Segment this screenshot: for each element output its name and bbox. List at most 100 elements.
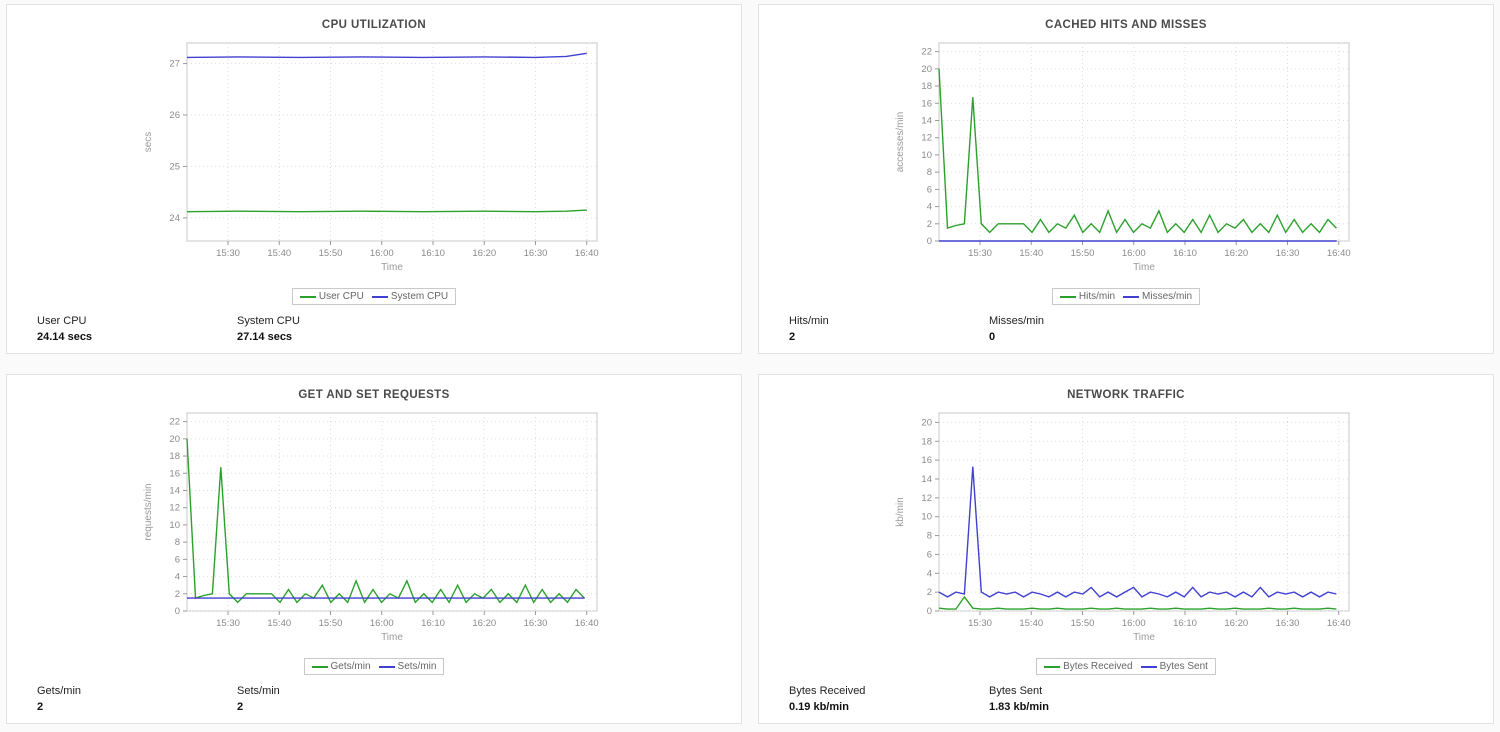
panel-title: CPU UTILIZATION xyxy=(321,19,427,31)
legend-item: Sets/min xyxy=(378,661,436,672)
panel-cpu-utilization: CPU UTILIZATION 24 25 26 27 15:30 15:40 15:50 1… xyxy=(6,4,742,354)
stats-row: Gets/min 2 Sets/min 2 xyxy=(37,685,437,713)
x-axis-label: Time xyxy=(1133,262,1155,273)
y-tick-label: 18 xyxy=(921,81,932,92)
y-tick-label: 12 xyxy=(169,503,180,514)
stat-value: 2 xyxy=(237,701,244,713)
chart-area: 24 25 26 27 15:30 15:40 15:50 16:00 16:10 16:20 16… xyxy=(7,33,741,305)
legend-item: System CPU xyxy=(371,291,449,302)
x-axis-label: Time xyxy=(381,632,403,643)
plot-area xyxy=(186,42,598,242)
chart-cached-hits-misses[interactable]: 0 2 4 6 8 10 12 14 16 18 20 22 15:30 15:40 15:50 16:00 1… xyxy=(889,33,1363,285)
stat-value: 1.83 kb/min xyxy=(989,701,1049,713)
series-line xyxy=(938,595,1337,610)
stat-label: Gets/min xyxy=(37,685,82,697)
y-tick-label: 4 xyxy=(927,568,932,579)
y-tick-label: 20 xyxy=(921,64,932,75)
stat-label: System CPU xyxy=(237,315,300,327)
x-tick-label: 15:40 xyxy=(267,618,291,629)
x-tick-label: 16:20 xyxy=(472,248,496,259)
x-tick-label: 15:50 xyxy=(1071,248,1095,259)
y-tick-label: 27 xyxy=(169,59,180,70)
y-tick-label: 12 xyxy=(921,133,932,144)
x-tick-label: 16:10 xyxy=(421,618,445,629)
y-tick-label: 20 xyxy=(921,417,932,428)
x-tick-label: 16:40 xyxy=(575,248,599,259)
y-tick-label: 18 xyxy=(921,436,932,447)
legend-item: Misses/min xyxy=(1123,291,1192,302)
stat-label: User CPU xyxy=(37,315,87,327)
legend-label: System CPU xyxy=(390,291,449,302)
y-tick-label: 24 xyxy=(169,213,180,224)
y-tick-label: 12 xyxy=(921,493,932,504)
y-tick-label: 0 xyxy=(927,606,932,617)
panel-network-traffic: NETWORK TRAFFIC 0 2 4 6 8 10 12 14 16 18 20 15:30 15… xyxy=(758,374,1494,724)
y-tick-label: 14 xyxy=(921,115,932,126)
y-tick-label: 10 xyxy=(921,512,932,523)
y-tick-label: 2 xyxy=(927,219,932,230)
y-tick-label: 14 xyxy=(921,474,932,485)
chart-canvas[interactable]: 0 2 4 6 8 10 12 14 16 18 20 22 15:30 15:40 15:50 16:00 1… xyxy=(137,403,611,655)
y-axis-label: accesses/min xyxy=(895,112,906,173)
panel-cached-hits-misses: CACHED HITS AND MISSES 0 2 4 6 8 10 12 14 16 18 20… xyxy=(758,4,1494,354)
legend-swatch xyxy=(299,295,316,298)
x-tick-label: 16:30 xyxy=(1276,618,1300,629)
y-tick-label: 8 xyxy=(927,531,932,542)
y-tick-label: 16 xyxy=(921,455,932,466)
x-tick-label: 15:40 xyxy=(1019,248,1043,259)
stat-value: 0 xyxy=(989,331,996,343)
chart-canvas[interactable]: 0 2 4 6 8 10 12 14 16 18 20 15:30 15:40 15:50 16:00 16:… xyxy=(889,403,1363,655)
chart-canvas[interactable]: 0 2 4 6 8 10 12 14 16 18 20 22 15:30 15:40 15:50 16:00 1… xyxy=(889,33,1363,285)
stat-label: Hits/min xyxy=(789,315,829,327)
y-tick-label: 20 xyxy=(169,434,180,445)
x-tick-label: 15:30 xyxy=(968,248,992,259)
chart-canvas[interactable]: 24 25 26 27 15:30 15:40 15:50 16:00 16:10 16:20 16… xyxy=(137,33,611,285)
x-tick-label: 15:30 xyxy=(216,618,240,629)
stat-bytes-sent: Bytes Sent 1.83 kb/min xyxy=(989,685,1189,713)
panel-title: NETWORK TRAFFIC xyxy=(1067,389,1185,401)
y-axis-label: kb/min xyxy=(895,497,906,526)
panel-title: GET AND SET REQUESTS xyxy=(298,389,450,401)
chart-get-set-requests[interactable]: 0 2 4 6 8 10 12 14 16 18 20 22 15:30 15:40 15:50 16:00 1… xyxy=(137,403,611,655)
y-tick-label: 10 xyxy=(921,150,932,161)
stat-gets-per-min: Gets/min 2 xyxy=(37,685,237,713)
y-tick-label: 16 xyxy=(921,98,932,109)
x-axis-label: Time xyxy=(381,262,403,273)
legend-swatch xyxy=(378,665,395,668)
x-tick-label: 16:40 xyxy=(575,618,599,629)
x-tick-label: 16:00 xyxy=(1122,618,1146,629)
x-tick-label: 16:40 xyxy=(1327,618,1351,629)
y-tick-label: 8 xyxy=(927,167,932,178)
x-tick-label: 15:50 xyxy=(1071,618,1095,629)
stat-label: Sets/min xyxy=(237,685,280,697)
y-tick-label: 4 xyxy=(927,202,932,213)
y-tick-label: 16 xyxy=(169,468,180,479)
legend-item: Bytes Sent xyxy=(1140,661,1208,672)
y-tick-label: 8 xyxy=(175,537,180,548)
x-tick-label: 15:30 xyxy=(968,618,992,629)
y-tick-label: 6 xyxy=(175,554,180,565)
y-tick-label: 10 xyxy=(169,520,180,531)
stat-bytes-received: Bytes Received 0.19 kb/min xyxy=(789,685,989,713)
x-tick-label: 16:30 xyxy=(524,248,548,259)
x-tick-label: 16:40 xyxy=(1327,248,1351,259)
chart-network-traffic[interactable]: 0 2 4 6 8 10 12 14 16 18 20 15:30 15:40 15:50 16:00 16:… xyxy=(889,403,1363,655)
y-axis-label: requests/min xyxy=(143,483,154,540)
stat-sets-per-min: Sets/min 2 xyxy=(237,685,437,713)
x-tick-label: 15:50 xyxy=(319,248,343,259)
chart-cpu-utilization[interactable]: 24 25 26 27 15:30 15:40 15:50 16:00 16:10 16:20 16… xyxy=(137,33,611,285)
legend-label: User CPU xyxy=(318,291,364,302)
stat-label: Misses/min xyxy=(989,315,1045,327)
legend-label: Misses/min xyxy=(1142,291,1193,302)
stat-label: Bytes Sent xyxy=(989,685,1043,697)
series-line xyxy=(186,52,587,59)
x-tick-label: 16:00 xyxy=(370,248,394,259)
x-tick-label: 16:20 xyxy=(1224,248,1248,259)
series-line xyxy=(938,68,1337,234)
x-tick-label: 16:20 xyxy=(472,618,496,629)
y-tick-label: 4 xyxy=(175,572,180,583)
stat-value: 24.14 secs xyxy=(37,331,93,343)
x-tick-label: 16:20 xyxy=(1224,618,1248,629)
stat-user-cpu: User CPU 24.14 secs xyxy=(37,315,237,343)
y-tick-label: 18 xyxy=(169,451,180,462)
